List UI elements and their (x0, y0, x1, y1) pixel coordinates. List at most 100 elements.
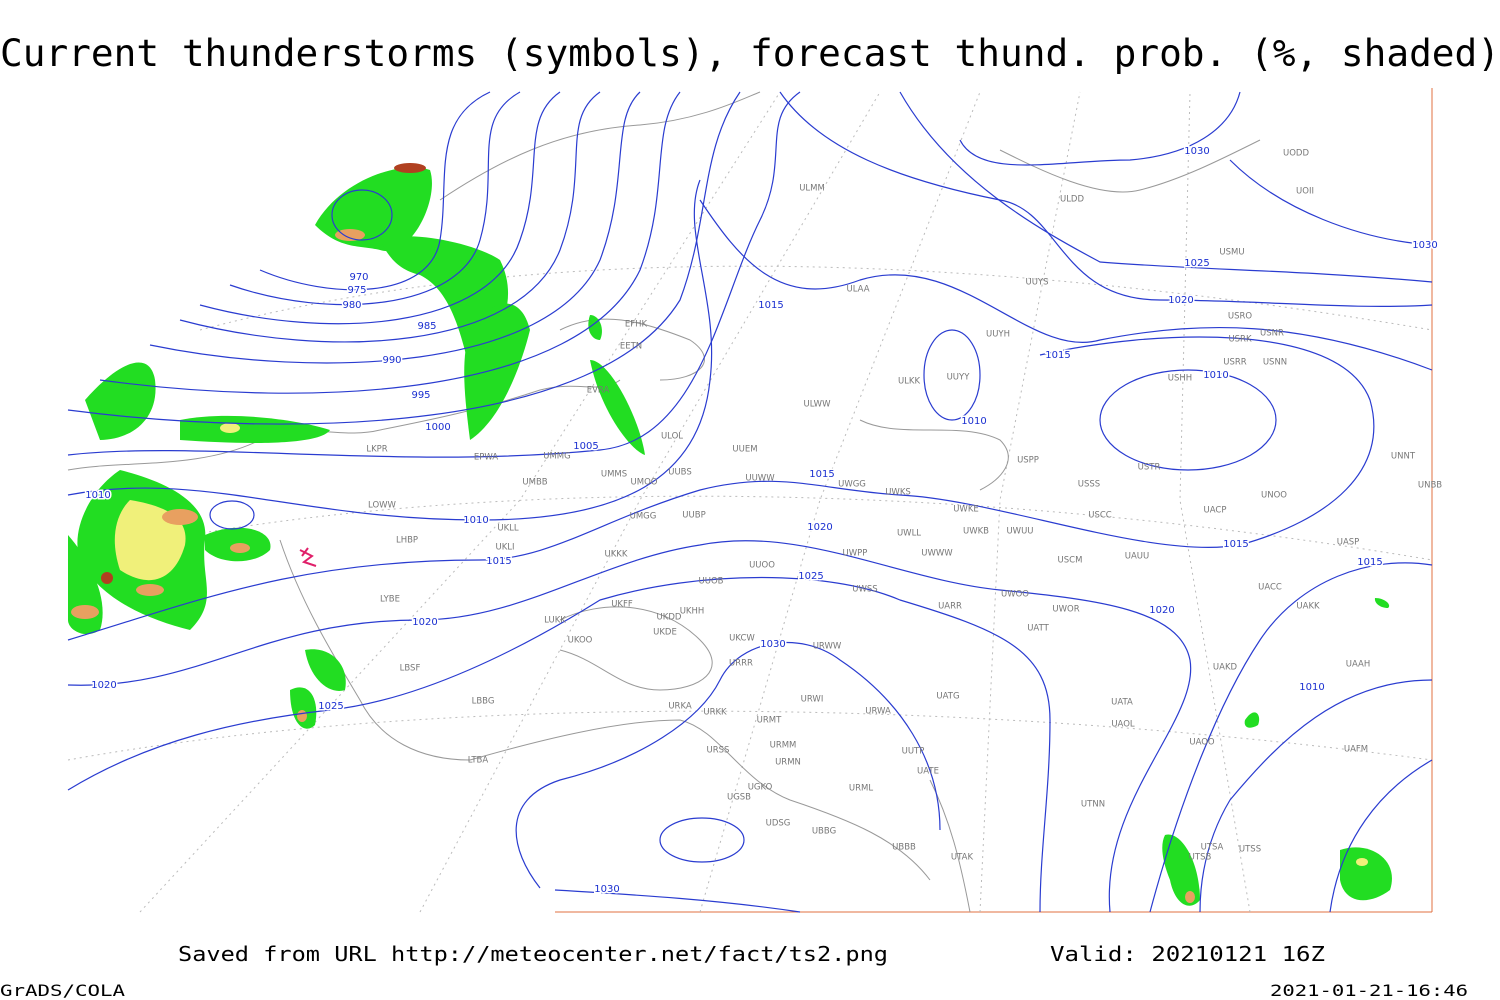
station-label: UASP (1337, 538, 1360, 548)
prob-area (1244, 712, 1260, 728)
isobar-label: 1015 (809, 469, 834, 480)
station-label: UAKK (1296, 602, 1320, 612)
station-label: UWOR (1052, 605, 1079, 615)
station-label: LKPR (366, 445, 387, 455)
isobar-labels: 970 975 980 985 990 995 1000 1005 1010 1010 1015 10… (84, 145, 1439, 897)
coastline (859, 419, 1009, 491)
station-labels: ULMM ULDD UODD UOII USMU ULAA UUYS USRO USRK USNR… (366, 149, 1442, 863)
isobar (899, 91, 1433, 283)
station-label: UWLL (897, 529, 921, 539)
station-label: URWA (865, 707, 891, 717)
station-label: UUOB (699, 577, 724, 587)
station-label: UNBB (1418, 481, 1442, 491)
station-label: USTR (1138, 463, 1161, 473)
station-label: UTNN (1081, 800, 1105, 810)
isobar-label: 1010 (1299, 682, 1324, 693)
isobar (67, 179, 713, 521)
station-label: UACC (1258, 583, 1282, 593)
station-label: UAAH (1346, 660, 1370, 670)
station-label: USNN (1263, 358, 1287, 368)
station-label: UUOO (749, 561, 775, 571)
graticule-line (139, 91, 781, 913)
station-label: USPP (1017, 456, 1039, 466)
station-label: URML (849, 784, 873, 794)
coastline (559, 606, 713, 691)
isobar-label: 990 (382, 355, 401, 366)
station-label: LHBP (396, 536, 418, 546)
prob-area (230, 543, 250, 553)
station-label: UAKD (1213, 663, 1238, 673)
isobar-label: 975 (347, 285, 366, 296)
software: GrADS/COLA (0, 981, 125, 1000)
station-label: UGSB (727, 793, 751, 803)
station-label: UKKK (605, 550, 628, 560)
isobar-label: 1015 (1223, 539, 1248, 550)
thunderstorm-symbol (299, 547, 317, 567)
station-label: UWUU (1006, 527, 1033, 537)
coastline (279, 539, 471, 761)
source-url: Saved from URL http://meteocenter.net/fa… (178, 942, 888, 966)
station-label: URRR (729, 659, 753, 669)
station-label: URMM (770, 741, 797, 751)
isobar-label: 1020 (1168, 295, 1193, 306)
station-label: UKDE (653, 628, 677, 638)
station-label: UWWW (921, 549, 953, 559)
station-label: UKCW (729, 634, 755, 644)
station-label: UBBB (892, 843, 916, 853)
station-label: UATT (1027, 624, 1049, 634)
coastline (999, 139, 1261, 193)
station-label: LBSF (400, 664, 421, 674)
isobar-label: 1030 (760, 639, 785, 650)
station-label: URKK (703, 708, 727, 718)
station-label: UKLL (497, 524, 519, 534)
station-label: UWOO (1001, 590, 1029, 600)
station-label: UMBB (522, 478, 547, 488)
isobar-label: 1020 (412, 617, 437, 628)
prob-area (162, 509, 198, 525)
station-label: UWGG (838, 480, 866, 490)
isobar (179, 91, 601, 343)
station-label: LBBG (472, 697, 495, 707)
station-label: UAFM (1344, 745, 1368, 755)
station-label: URKA (668, 702, 692, 712)
station-label: USCM (1058, 556, 1083, 566)
station-label: ULWW (804, 400, 832, 410)
station-label: UATA (1111, 698, 1133, 708)
prob-area (290, 687, 317, 729)
isobar-label: 1000 (425, 422, 450, 433)
isobar-label: 995 (411, 390, 430, 401)
isobar-label: 1010 (85, 490, 110, 501)
station-label: ULOL (661, 432, 683, 442)
isobar (515, 641, 941, 913)
isobar (199, 91, 561, 325)
prob-area (590, 360, 645, 455)
station-label: UUYY (947, 373, 971, 383)
station-label: ULKK (898, 377, 921, 387)
prob-area (71, 605, 99, 619)
station-label: UUYH (986, 330, 1010, 340)
valid-time: Valid: 20210121 16Z (1050, 942, 1325, 966)
storm-symbol (299, 547, 317, 567)
isobar (1149, 562, 1433, 913)
station-label: URSS (707, 746, 730, 756)
prob-area (85, 362, 156, 440)
station-label: UKDD (657, 613, 682, 623)
isobar (659, 817, 745, 863)
map-area: ULMM ULDD UODD UOII USMU ULAA UUYS USRO USRK USNR… (67, 88, 1442, 913)
prob-area (1162, 834, 1200, 906)
station-label: LYBE (380, 595, 400, 605)
isobar (1329, 759, 1433, 913)
isobar (99, 91, 681, 394)
isobar-label: 1020 (807, 522, 832, 533)
isobar-label: 1015 (1357, 557, 1382, 568)
station-label: UWPP (843, 549, 868, 559)
station-label: UUTP (902, 747, 925, 757)
station-label: UKLI (495, 543, 514, 553)
isobar-label: 1010 (463, 515, 488, 526)
station-label: UWSS (852, 585, 877, 595)
station-label: UWKS (885, 488, 911, 498)
station-label: UTSB (1189, 853, 1212, 863)
station-label: UMMG (543, 452, 570, 462)
station-label: UNOO (1261, 491, 1287, 501)
station-label: UDSG (766, 819, 791, 829)
